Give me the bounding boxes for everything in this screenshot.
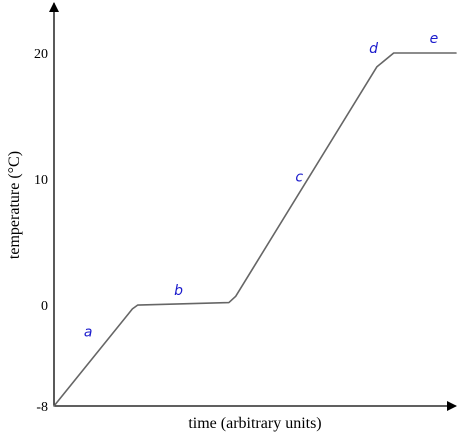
y-tick-label: -8 bbox=[36, 400, 48, 415]
segment-label-a: a bbox=[84, 325, 93, 341]
segment-label-c: c bbox=[295, 170, 303, 186]
y-tick-label: 10 bbox=[34, 173, 48, 188]
y-tick-label: 20 bbox=[34, 47, 48, 62]
series-line bbox=[53, 52, 457, 407]
segment-label-d: d bbox=[369, 41, 378, 57]
y-tick-labels: -8 0 10 20 bbox=[34, 47, 48, 415]
segment-labels: a b c d e bbox=[84, 31, 438, 341]
segment-label-b: b bbox=[174, 283, 183, 299]
y-tick-label: 0 bbox=[41, 299, 48, 314]
y-axis-title: temperature (°C) bbox=[6, 151, 23, 259]
x-axis-title: time (arbitrary units) bbox=[188, 415, 321, 432]
segment-label-e: e bbox=[430, 31, 439, 47]
